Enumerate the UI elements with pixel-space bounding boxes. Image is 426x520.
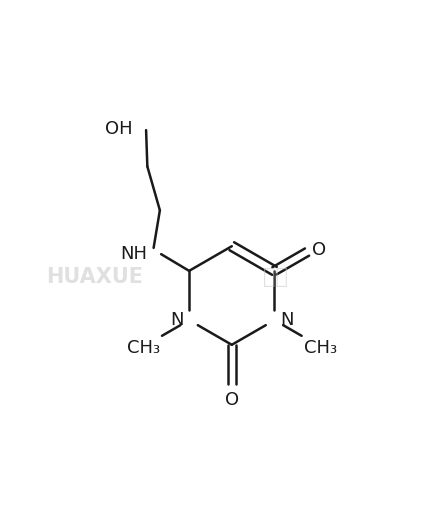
Text: O: O xyxy=(312,241,326,259)
Text: OH: OH xyxy=(105,120,133,138)
Text: CH₃: CH₃ xyxy=(304,339,337,357)
Text: N: N xyxy=(170,311,183,329)
Text: HUAXUE: HUAXUE xyxy=(46,267,143,287)
Text: O: O xyxy=(225,391,239,409)
Text: CH₃: CH₃ xyxy=(127,339,160,357)
Text: NH: NH xyxy=(121,245,147,263)
Text: 化加: 化加 xyxy=(263,267,288,287)
Text: N: N xyxy=(280,311,294,329)
